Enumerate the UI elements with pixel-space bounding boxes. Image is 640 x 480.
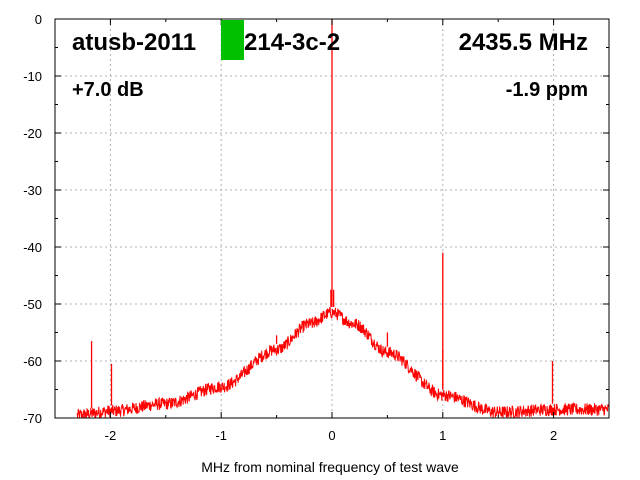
y-tick-label: -40	[23, 240, 42, 255]
trace	[76, 306, 610, 419]
y-tick-label: -20	[23, 126, 42, 141]
device-id-suffix-label: 214-3c-2	[244, 29, 340, 56]
x-tick-label: -1	[215, 428, 227, 443]
x-axis-title: MHz from nominal frequency of test wave	[201, 459, 459, 475]
gain-label: +7.0 dB	[72, 79, 144, 101]
redaction-marker	[221, 20, 244, 60]
y-tick-label: -60	[23, 354, 42, 369]
frequency-label: 2435.5 MHz	[459, 29, 588, 56]
y-tick-label: -30	[23, 183, 42, 198]
y-tick-label: -50	[23, 297, 42, 312]
x-tick-label: 1	[439, 428, 446, 443]
y-tick-label: -10	[23, 69, 42, 84]
x-tick-label: 0	[328, 428, 335, 443]
noise-floor-trace	[76, 306, 610, 419]
y-tick-label: 0	[35, 12, 42, 27]
ppm-label: -1.9 ppm	[506, 79, 588, 101]
y-tick-labels: 0 -10 -20 -30 -40 -50 -60 -70	[23, 12, 42, 426]
spur-lines	[90, 19, 554, 408]
x-tick-label: -2	[105, 428, 117, 443]
x-tick-labels: -2 -1 0 1 2	[105, 428, 558, 443]
y-tick-label: -70	[23, 411, 42, 426]
device-id-label: atusb-2011	[72, 29, 196, 56]
x-tick-label: 2	[550, 428, 557, 443]
